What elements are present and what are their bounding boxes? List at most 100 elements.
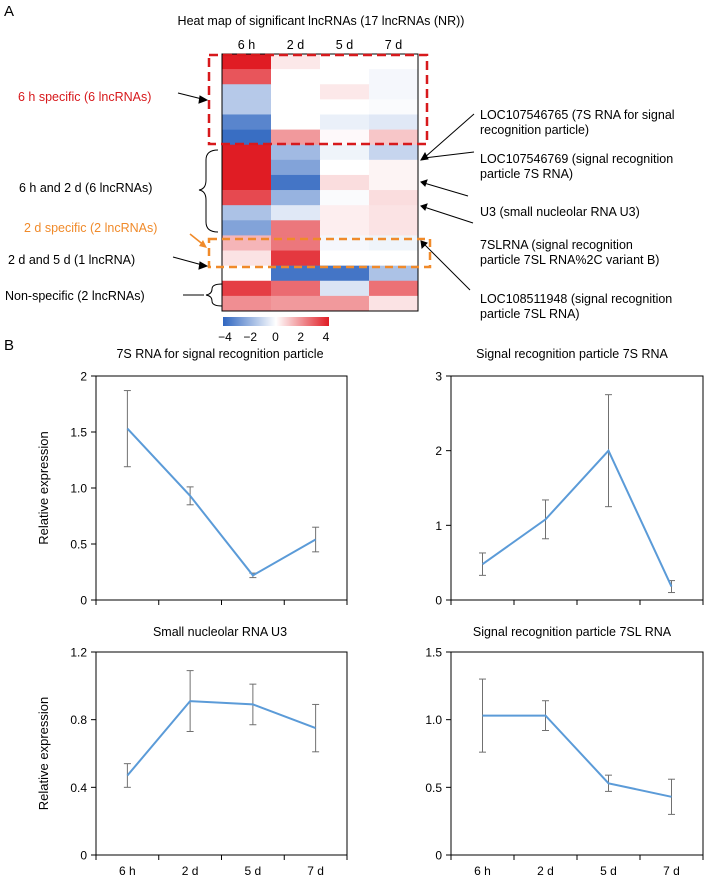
annotation-loc107546769: LOC107546769 (signal recognition particl… bbox=[480, 152, 677, 181]
y-tick-label-1-5: 2 bbox=[80, 370, 87, 384]
annotation-loc107546769-line-2: particle 7S RNA) bbox=[480, 167, 573, 181]
y-axis-label-3: Relative expression bbox=[36, 697, 51, 810]
line-charts-panel: 7S RNA for signal recognition particle 0 0… bbox=[36, 347, 704, 878]
panel-label-a: A bbox=[4, 3, 14, 20]
heatmap-cell-r4-c3 bbox=[320, 99, 370, 115]
heatmap-cell-r7-c1 bbox=[222, 144, 272, 161]
heatmap-column-label-3: 5 d bbox=[336, 38, 353, 52]
heatmap-cell-r2-c2 bbox=[271, 69, 321, 85]
series-line-2 bbox=[481, 448, 673, 588]
series-line-4 bbox=[482, 714, 672, 798]
heatmap-cell-r14-c3 bbox=[320, 250, 370, 266]
heatmap-cell-r11-c1 bbox=[222, 205, 272, 221]
heatmap-cell-r6-c4 bbox=[369, 129, 419, 146]
heatmap-cell-r14-c4 bbox=[369, 250, 419, 266]
heatmap-cell-r7-c3 bbox=[320, 144, 370, 161]
annotation-7slrna-line-1: 7SLRNA (signal recognition bbox=[480, 238, 633, 252]
x-tick-label-3-1: 6 h bbox=[119, 864, 136, 878]
heatmap-cell-r13-c3 bbox=[320, 235, 370, 251]
heatmap-cell-r8-c1 bbox=[222, 159, 272, 176]
heatmap-cell-r2-c3 bbox=[320, 69, 370, 85]
annotation-loc107546765-line-1: LOC107546765 (7S RNA for signal bbox=[480, 108, 675, 122]
heatmap-cell-r1-c2 bbox=[271, 54, 321, 70]
orange-arrow-head bbox=[199, 240, 207, 248]
heatmap-cell-r17-c2 bbox=[271, 295, 321, 312]
panel-label-b: B bbox=[4, 337, 14, 354]
left-connectors bbox=[172, 92, 223, 307]
heatmap-cell-r8-c2 bbox=[271, 159, 321, 176]
heatmap-cell-r12-c1 bbox=[222, 220, 272, 236]
colorbar-tick-label-4: 2 bbox=[297, 330, 304, 344]
right-arrows bbox=[420, 113, 475, 291]
heatmap-cell-r5-c3 bbox=[320, 114, 370, 130]
y-tick-label-4-3: 1.0 bbox=[425, 713, 442, 727]
y-tick-label-3-1: 0 bbox=[80, 849, 87, 863]
heatmap-cell-r8-c4 bbox=[369, 159, 419, 176]
error-bar-3-1 bbox=[123, 763, 131, 788]
y-tick-label-2-1: 0 bbox=[435, 594, 442, 608]
chart-title-2: Signal recognition particle 7S RNA bbox=[476, 347, 668, 361]
annotation-loc108511948-line-1: LOC108511948 (signal recognition bbox=[480, 292, 672, 306]
y-tick-label-2-2: 1 bbox=[435, 519, 442, 533]
annotation-7slrna-line-2: particle 7SL RNA%2C variant B) bbox=[480, 253, 659, 267]
heatmap-cell-r10-c3 bbox=[320, 190, 370, 206]
heatmap-cell-r11-c2 bbox=[271, 205, 321, 221]
group-label-non-specific: Non-specific (2 lncRNAs) bbox=[5, 289, 145, 303]
heatmap-cell-r16-c4 bbox=[369, 280, 419, 297]
error-bar-1-4 bbox=[312, 526, 320, 553]
heatmap-cell-r5-c1 bbox=[222, 114, 272, 130]
heatmap-cell-r15-c3 bbox=[320, 265, 370, 282]
x-tick-label-4-1: 6 h bbox=[474, 864, 491, 878]
colorbar-tick-label-1: −4 bbox=[218, 330, 232, 344]
heatmap-cell-r10-c2 bbox=[271, 190, 321, 206]
chart-frame-2 bbox=[450, 375, 704, 601]
heatmap-cell-r4-c2 bbox=[271, 99, 321, 115]
y-tick-label-2-3: 2 bbox=[435, 444, 442, 458]
heatmap-cells bbox=[222, 54, 419, 312]
annotation-loc107546769-line-1: LOC107546769 (signal recognition bbox=[480, 152, 673, 166]
group-label-2d-specific: 2 d specific (2 lncRNAs) bbox=[24, 221, 157, 235]
y-tick-label-4-4: 1.5 bbox=[425, 646, 442, 660]
line-chart-1: 7S RNA for signal recognition particle 0 0… bbox=[36, 347, 348, 608]
x-tick-label-3-2: 2 d bbox=[182, 864, 199, 878]
heatmap-cell-r10-c4 bbox=[369, 190, 419, 206]
heatmap-title: Heat map of significant lncRNAs (17 lncR… bbox=[178, 14, 465, 28]
group-label-6h-and-2d: 6 h and 2 d (6 lncRNAs) bbox=[19, 181, 152, 195]
chart-frame-3 bbox=[95, 651, 348, 856]
annotation-loc108511948: LOC108511948 (signal recognition particl… bbox=[480, 292, 676, 321]
heatmap-cell-r4-c1 bbox=[222, 99, 272, 115]
heatmap-cell-r8-c3 bbox=[320, 159, 370, 176]
x-tick-label-4-4: 7 d bbox=[663, 864, 680, 878]
heatmap-cell-r5-c4 bbox=[369, 114, 419, 130]
heatmap-column-label-4: 7 d bbox=[385, 38, 402, 52]
y-tick-label-1-4: 1.5 bbox=[70, 426, 87, 440]
heatmap-cell-r3-c3 bbox=[320, 84, 370, 100]
colorbar bbox=[223, 317, 329, 326]
error-bar-4-4 bbox=[668, 778, 675, 815]
heatmap-cell-r15-c1 bbox=[222, 265, 272, 282]
series-line-1 bbox=[126, 427, 317, 577]
heatmap-cell-r15-c4 bbox=[369, 265, 419, 282]
y-tick-label-3-2: 0.4 bbox=[70, 781, 87, 795]
chart-frame-4 bbox=[450, 651, 704, 856]
annotation-loc107546765-line-2: recognition particle) bbox=[480, 123, 589, 137]
heatmap-cell-r3-c4 bbox=[369, 84, 419, 100]
colorbar-tick-label-2: −2 bbox=[243, 330, 257, 344]
y-tick-label-1-2: 0.5 bbox=[70, 538, 87, 552]
heatmap-cell-r16-c2 bbox=[271, 280, 321, 297]
error-bar-3-4 bbox=[312, 703, 320, 753]
heatmap-cell-r17-c3 bbox=[320, 295, 370, 312]
heatmap-cell-r17-c4 bbox=[369, 295, 419, 312]
heatmap-cell-r9-c4 bbox=[369, 174, 419, 191]
annotation-loc108511948-line-2: particle 7SL RNA) bbox=[480, 307, 580, 321]
heatmap-cell-r1-c1 bbox=[222, 54, 272, 70]
heatmap-cell-r12-c4 bbox=[369, 220, 419, 236]
heatmap-column-labels: 6 h 2 d 5 d 7 d bbox=[238, 38, 402, 52]
y-tick-label-4-2: 0.5 bbox=[425, 781, 442, 795]
heatmap-cell-r2-c1 bbox=[222, 69, 272, 85]
heatmap-cell-r17-c1 bbox=[222, 295, 272, 312]
colorbar-tick-label-3: 0 bbox=[272, 330, 279, 344]
x-tick-label-4-3: 5 d bbox=[600, 864, 617, 878]
chart-frame-1 bbox=[95, 375, 348, 601]
chart-title-1: 7S RNA for signal recognition particle bbox=[116, 347, 323, 361]
